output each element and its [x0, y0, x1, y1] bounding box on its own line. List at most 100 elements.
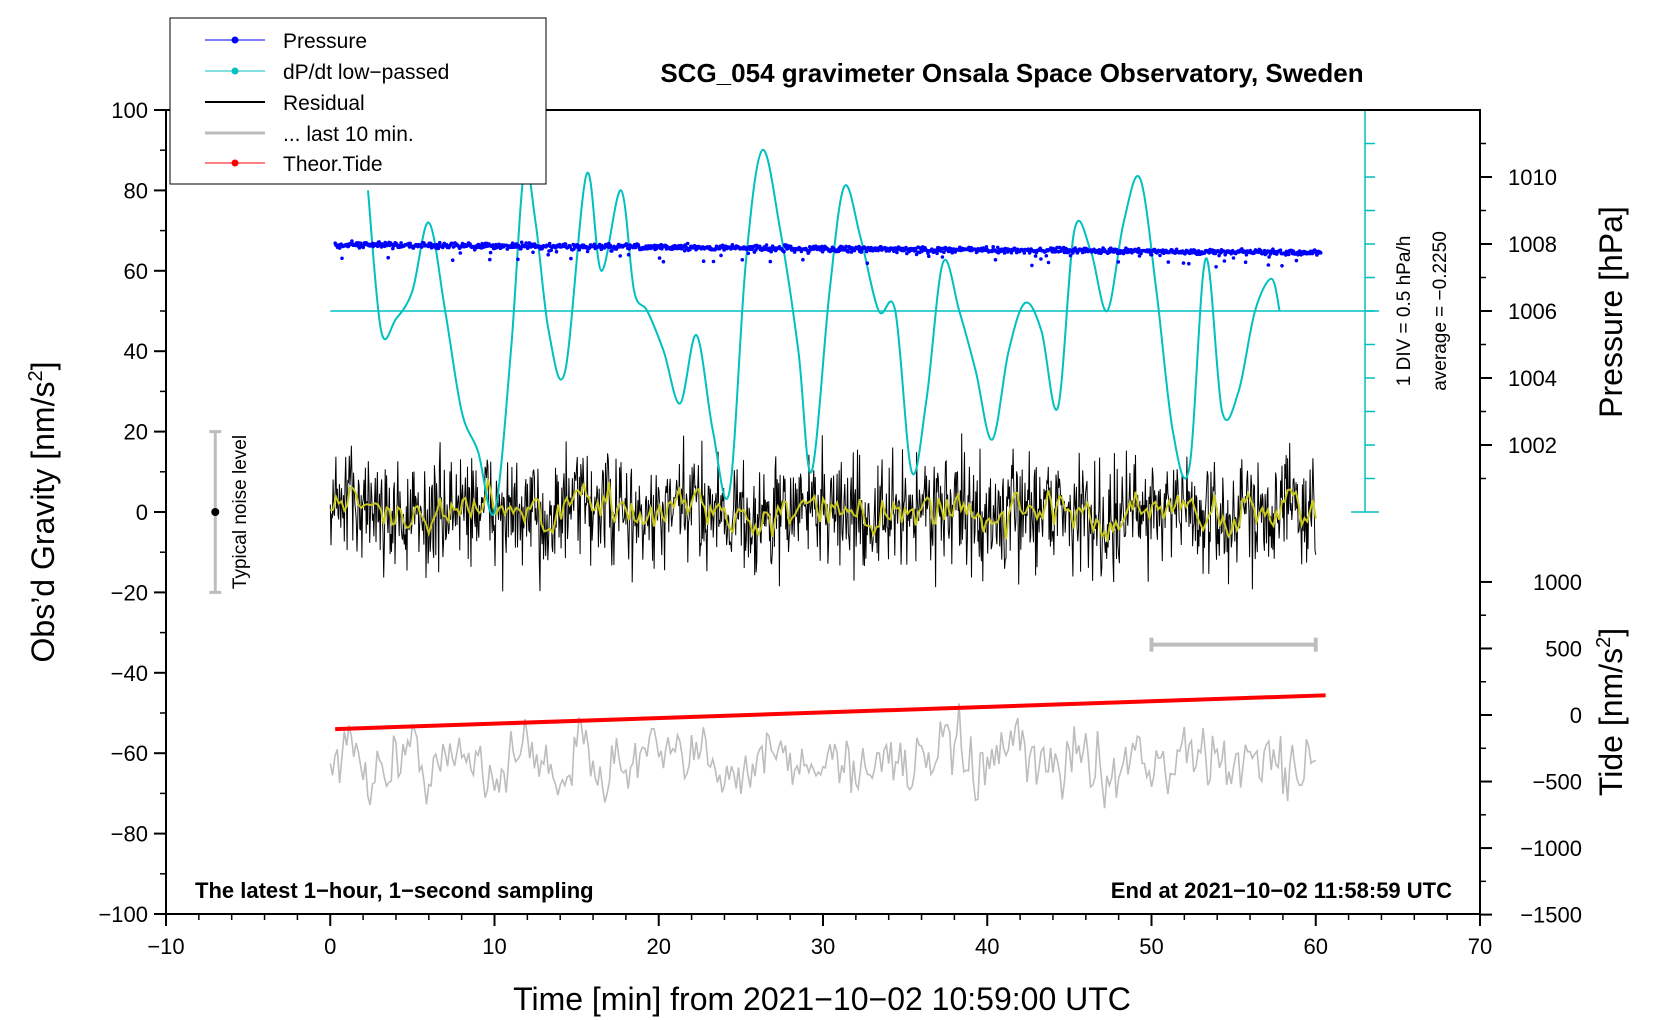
pressure-point	[1002, 251, 1007, 255]
pressure-point	[807, 250, 811, 254]
pressure-point	[1193, 248, 1197, 253]
pressure-point	[337, 246, 342, 250]
chart-title: SCG_054 gravimeter Onsala Space Observat…	[660, 58, 1363, 88]
pressure-point	[719, 253, 723, 258]
x-tick-label: 70	[1468, 934, 1492, 959]
pressure-point	[950, 250, 955, 255]
pressure-point	[859, 250, 864, 254]
pressure-point	[711, 259, 716, 264]
pressure-point	[764, 243, 769, 247]
pressure-point	[399, 241, 403, 245]
legend-item-dpdt: dP/dt low−passed	[205, 61, 449, 84]
tide-tick-label: −1000	[1520, 836, 1582, 861]
pressure-point	[524, 241, 528, 245]
pressure-point	[626, 252, 631, 257]
pressure-point	[688, 247, 692, 252]
plot-data-layer	[209, 109, 1380, 809]
y-axis-title: Obs’d Gravity [nm/s2]	[25, 362, 61, 663]
pressure-point	[1166, 260, 1171, 264]
pressure-point	[1267, 255, 1271, 259]
series-last-10-min	[329, 703, 1316, 809]
tide-tick-label: −1500	[1520, 903, 1582, 928]
pressure-point	[984, 245, 989, 249]
pressure-point	[1214, 265, 1218, 269]
y-tick-label: −80	[111, 822, 148, 847]
tide-tick-label: 500	[1545, 636, 1582, 661]
pressure-point	[895, 250, 899, 255]
pressure-point	[682, 248, 687, 253]
pressure-point	[1280, 264, 1284, 268]
pressure-point	[438, 240, 442, 245]
pressure-point	[1139, 251, 1143, 256]
tide-tick-label: −500	[1532, 770, 1582, 795]
pressure-point	[545, 243, 550, 248]
legend-item-theor-tide: Theor.Tide	[205, 153, 383, 176]
pressure-point	[1149, 252, 1154, 257]
pressure-point	[1187, 261, 1191, 266]
tide-axis-title-superscript: 2	[1593, 637, 1615, 648]
pressure-point	[350, 239, 354, 243]
pressure-point	[1231, 256, 1236, 260]
pressure-point	[1115, 247, 1119, 252]
pressure-point	[746, 251, 751, 256]
y-tick-label: −100	[98, 902, 148, 927]
y-tick-label: −60	[111, 741, 148, 766]
svg-text:Residual: Residual	[283, 92, 365, 115]
pressure-point	[563, 242, 568, 246]
pressure-point	[942, 250, 946, 254]
pressure-point	[844, 244, 848, 249]
dpdt-average-label: average = −0.2250	[1430, 231, 1451, 391]
pressure-point	[1222, 259, 1227, 263]
pressure-point	[1243, 260, 1248, 265]
pressure-point	[1181, 261, 1186, 265]
svg-text:dP/dt low−passed: dP/dt low−passed	[283, 61, 449, 84]
pressure-point	[1287, 252, 1291, 257]
noise-level-label: Typical noise level	[230, 435, 251, 589]
pressure-point	[940, 255, 945, 259]
tide-tick-label: 1000	[1533, 570, 1582, 595]
x-tick-label: 50	[1139, 934, 1163, 959]
pressure-point	[1039, 257, 1043, 261]
pressure-point	[782, 249, 786, 254]
pressure-point	[991, 245, 995, 249]
pressure-point	[519, 240, 524, 245]
series-theor-tide	[335, 693, 1326, 732]
sampling-note: The latest 1−hour, 1−second sampling	[195, 878, 594, 903]
legend-marker-tide	[231, 159, 239, 167]
pressure-point	[993, 258, 998, 262]
pressure-point	[1068, 253, 1073, 258]
x-tick-label: −10	[147, 934, 184, 959]
y-tick-label: 60	[124, 259, 148, 284]
x-tick-label: 20	[647, 934, 671, 959]
pressure-point	[865, 261, 870, 266]
series-pressure	[333, 239, 1323, 269]
y-tick-label: 0	[136, 500, 148, 525]
pressure-point	[1044, 254, 1049, 258]
end-time-note: End at 2021−10−02 11:58:59 UTC	[1111, 878, 1452, 903]
pressure-point	[661, 259, 666, 264]
legend-marker-pressure	[231, 36, 239, 44]
y-tick-label: 40	[124, 339, 148, 364]
pressure-tick-label: 1008	[1508, 232, 1557, 257]
pressure-point	[864, 249, 869, 254]
y-tick-label: 100	[111, 98, 148, 123]
noise-bar-center	[211, 508, 220, 516]
pressure-point	[1259, 248, 1263, 253]
pressure-point	[340, 256, 344, 261]
x-tick-label: 0	[324, 934, 336, 959]
pressure-point	[801, 257, 805, 262]
pressure-point	[441, 245, 445, 250]
pressure-point	[636, 243, 641, 247]
y-tick-label: 80	[124, 178, 148, 203]
pressure-point	[568, 245, 572, 249]
legend-item-last-10-min: ... last 10 min.	[205, 123, 414, 146]
pressure-point	[1116, 260, 1121, 264]
svg-text:Theor.Tide: Theor.Tide	[283, 153, 383, 176]
pressure-point	[610, 249, 614, 253]
pressure-point	[569, 256, 573, 261]
y-tick-label: −20	[111, 580, 148, 605]
pressure-point	[660, 247, 664, 251]
pressure-point	[487, 242, 491, 246]
pressure-point	[491, 243, 495, 247]
